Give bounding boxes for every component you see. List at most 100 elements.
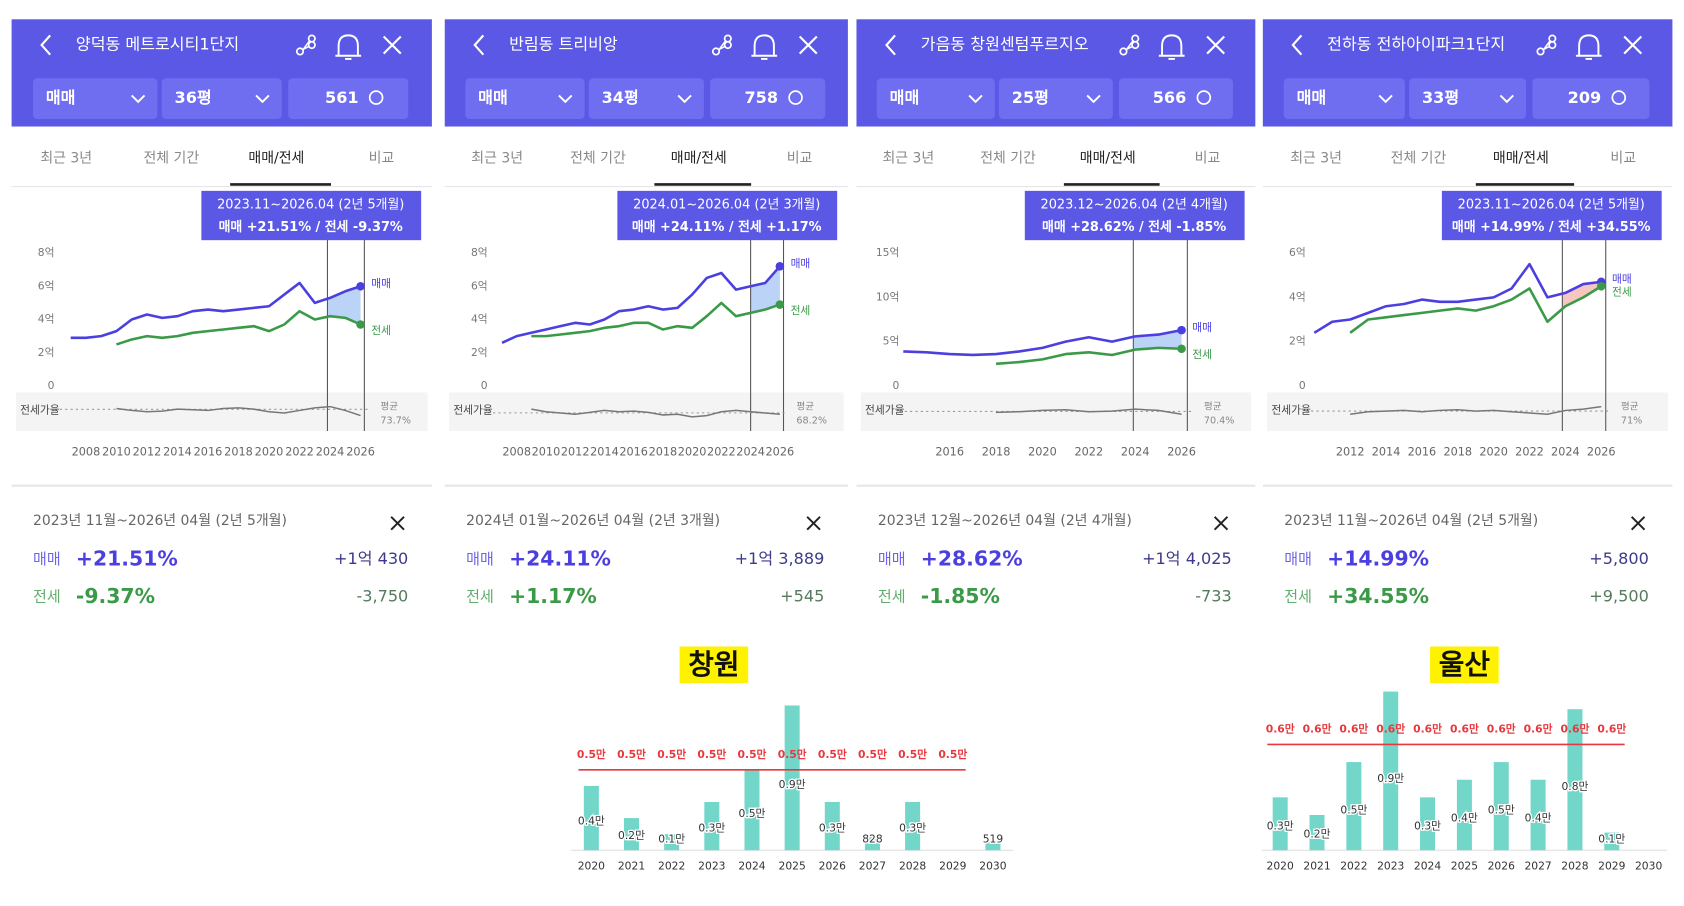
tab[interactable]: 최근 3년	[471, 151, 523, 167]
y-tick-label: 4억	[1289, 290, 1306, 303]
share-button[interactable]	[711, 34, 732, 56]
end-dot	[775, 300, 785, 309]
y-tick-label: 8억	[471, 246, 488, 259]
summary-label: 매매	[466, 550, 494, 568]
bar-value-label: 828	[862, 833, 883, 846]
icon-part	[1131, 34, 1140, 43]
count-button[interactable]	[288, 78, 409, 120]
summary-close[interactable]	[390, 516, 405, 531]
dropdown-value: 34평	[602, 88, 639, 107]
tab[interactable]: 비교	[1195, 151, 1221, 167]
search-icon	[1196, 90, 1212, 105]
bar-value-label: 0.3만	[899, 822, 926, 835]
count-value: 561	[325, 88, 359, 107]
bar-value-label: 0.4만	[1525, 812, 1552, 825]
dropdown-arrow	[255, 94, 270, 104]
tab-selected[interactable]: 매매/전세	[248, 151, 304, 167]
x-tick-label: 2016	[194, 445, 223, 458]
x-tick-label: 2030	[979, 859, 1006, 872]
summary-close[interactable]	[1213, 516, 1229, 531]
dropdown[interactable]	[161, 78, 282, 120]
icon-part	[1126, 40, 1134, 50]
dropdown[interactable]	[33, 78, 158, 120]
tab[interactable]: 비교	[787, 151, 813, 167]
close-button[interactable]	[798, 35, 818, 55]
notify-button[interactable]	[1575, 34, 1602, 60]
series-label: 전세	[791, 304, 811, 317]
y-tick-label: 5억	[883, 335, 900, 348]
dropdown[interactable]	[1409, 78, 1527, 120]
notify-button[interactable]	[751, 34, 778, 60]
x-tick-label: 2018	[224, 445, 253, 458]
price-line	[995, 346, 1182, 366]
ratio-label: 전세가율	[865, 404, 905, 417]
bar-value-label: 0.9만	[779, 778, 806, 791]
tab[interactable]: 전체 기간	[570, 151, 626, 167]
gain-area	[750, 266, 780, 313]
close-button[interactable]	[382, 35, 402, 55]
tooltip-box	[201, 190, 422, 241]
y-tick-label: 0	[48, 379, 55, 392]
bar-value-label: 0.8만	[1561, 780, 1588, 793]
close-button[interactable]	[1623, 35, 1643, 55]
price-line	[70, 281, 361, 340]
price-line	[903, 328, 1182, 357]
count-button[interactable]	[1118, 78, 1233, 120]
bar	[1346, 762, 1362, 851]
tab[interactable]: 최근 3년	[40, 151, 92, 167]
bar-value-label: 0.2만	[618, 829, 645, 842]
x-tick-label: 2024	[736, 445, 765, 458]
ratio-avg-name: 평균	[796, 401, 814, 412]
bar-value-label: 0.4만	[578, 814, 605, 827]
back-button[interactable]	[473, 34, 485, 56]
dropdown[interactable]	[876, 78, 995, 120]
count-button[interactable]	[710, 78, 826, 120]
tab-selected[interactable]: 매매/전세	[1080, 151, 1136, 167]
notify-button[interactable]	[1158, 34, 1185, 60]
tab[interactable]: 전체 기간	[1391, 151, 1447, 167]
chart-title: 창원	[688, 648, 739, 681]
tab-selected[interactable]: 매매/전세	[1493, 151, 1549, 167]
tab[interactable]: 최근 3년	[1290, 151, 1342, 167]
reference-label: 0.5만	[778, 748, 807, 761]
x-tick-label: 2021	[1303, 859, 1330, 872]
reference-label: 0.5만	[617, 748, 646, 761]
summary-close[interactable]	[1630, 516, 1646, 531]
back-button[interactable]	[1291, 34, 1303, 56]
icon-part	[1543, 40, 1551, 50]
bar	[583, 785, 599, 851]
x-tick-label: 2018	[649, 445, 678, 458]
tab[interactable]: 비교	[1610, 151, 1636, 167]
dropdown[interactable]	[1283, 78, 1405, 120]
notify-button[interactable]	[335, 34, 362, 60]
dropdown[interactable]	[588, 78, 704, 120]
bar-value-label: 0.3만	[698, 822, 725, 835]
tab[interactable]: 전체 기간	[143, 151, 199, 167]
share-button[interactable]	[295, 34, 316, 56]
bar	[824, 801, 840, 851]
back-button[interactable]	[885, 34, 896, 56]
dropdown[interactable]	[998, 78, 1113, 120]
count-button[interactable]	[1532, 78, 1650, 120]
tab[interactable]: 전체 기간	[980, 151, 1036, 167]
price-line	[116, 309, 362, 346]
share-button[interactable]	[1119, 34, 1140, 56]
tab[interactable]: 최근 3년	[882, 151, 934, 167]
x-tick-label: 2022	[1515, 445, 1544, 458]
back-button[interactable]	[40, 34, 51, 56]
listing-title: 반림동 트리비앙	[509, 35, 618, 54]
close-button[interactable]	[1206, 35, 1225, 55]
reference-label: 0.6만	[1524, 722, 1553, 735]
ratio-avg-value: 68.2%	[796, 415, 827, 426]
reference-label: 0.6만	[1413, 722, 1442, 735]
title-highlight	[679, 646, 749, 683]
ratio-avg-name: 평균	[380, 401, 398, 412]
summary-label: 전세	[33, 588, 61, 606]
tab-selected[interactable]: 매매/전세	[671, 151, 727, 167]
ratio-band	[1267, 392, 1669, 432]
summary-close[interactable]	[806, 516, 821, 531]
dropdown[interactable]	[465, 78, 585, 120]
share-button[interactable]	[1536, 34, 1557, 56]
tab[interactable]: 비교	[369, 151, 395, 167]
summary-label: 매매	[1284, 550, 1312, 568]
